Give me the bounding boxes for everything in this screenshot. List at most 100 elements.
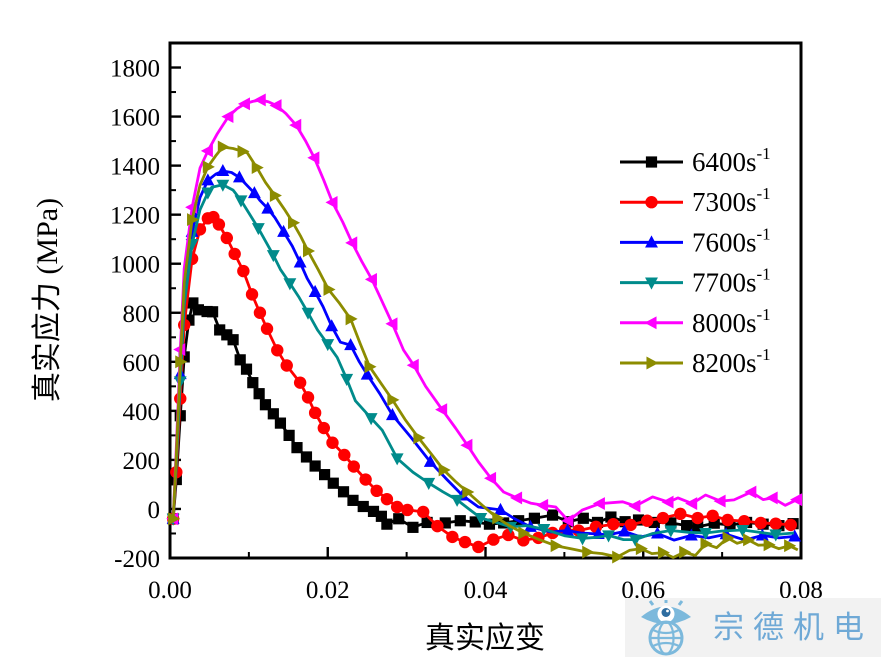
square-marker (665, 517, 677, 529)
circle-marker (253, 306, 267, 319)
triangle-down-marker (201, 187, 215, 200)
square-marker (469, 516, 481, 528)
circle-marker (380, 492, 394, 506)
globe-eye-icon (641, 599, 691, 655)
triangle-right-marker (251, 161, 264, 175)
circle-marker (738, 515, 751, 528)
triangle-right-marker (743, 533, 756, 547)
triangle-left-marker (510, 491, 523, 505)
triangle-up-marker (788, 529, 802, 542)
square-marker (178, 351, 190, 363)
square-marker (648, 516, 660, 529)
y-tick-label: 200 (123, 448, 161, 475)
square-marker (577, 512, 589, 524)
triangle-left-marker (744, 485, 757, 499)
circle-marker (721, 513, 734, 527)
y-tick-label: 0 (148, 497, 161, 524)
triangle-down-marker (537, 524, 551, 537)
triangle-right-marker (302, 244, 316, 258)
square-marker (421, 516, 433, 529)
square-marker (227, 334, 239, 346)
series-8000s (166, 93, 803, 528)
circle-marker (691, 511, 704, 525)
triangle-right-marker (635, 542, 648, 556)
triangle-right-marker (722, 531, 735, 545)
triangle-right-marker (462, 485, 475, 499)
triangle-up-marker (684, 528, 698, 541)
y-axis: -200 0 200 400 600 800 1000 1200 1400 1600 1800 (110, 56, 181, 573)
circle-marker (472, 540, 485, 554)
circle-marker (228, 247, 241, 261)
square-marker (605, 511, 617, 523)
series-8200s-markers (168, 140, 797, 564)
triangle-right-marker (550, 539, 563, 553)
triangle-right-marker (413, 431, 426, 445)
triangle-down-marker (422, 477, 436, 490)
triangle-left-marker (269, 99, 282, 112)
triangle-right-marker (438, 463, 451, 477)
square-marker (206, 306, 219, 318)
square-marker (337, 486, 350, 498)
circle-marker (308, 406, 322, 420)
triangle-right-marker (237, 144, 250, 158)
circle-marker (607, 517, 620, 531)
square-marker (247, 377, 259, 389)
triangle-left-marker (253, 93, 266, 107)
square-marker (393, 513, 405, 525)
triangle-right-marker (679, 545, 692, 559)
triangle-up-marker (232, 170, 246, 183)
legend-item-6400s: 6400s-1 (620, 144, 771, 177)
circle-marker (656, 511, 670, 525)
square-marker (367, 505, 380, 518)
square-marker (528, 512, 541, 524)
triangle-right-marker (202, 160, 215, 174)
triangle-up-marker (277, 224, 291, 237)
triangle-up-marker (617, 524, 631, 537)
square-marker (439, 517, 451, 529)
circle-marker (416, 505, 430, 519)
triangle-up-marker (216, 164, 230, 177)
legend-label: 6400s-1 (692, 144, 771, 177)
circle-marker (431, 519, 444, 533)
square-marker (454, 515, 466, 527)
circle-marker (370, 484, 383, 498)
triangle-left-marker (325, 195, 338, 209)
circle-marker (754, 516, 767, 530)
square-marker (327, 477, 339, 489)
y-tick-label: 1600 (110, 105, 160, 132)
y-tick-label: 400 (123, 399, 161, 426)
circle-marker (640, 514, 654, 527)
triangle-down-marker (628, 534, 642, 547)
circle-marker (338, 448, 351, 462)
triangle-down-marker (769, 529, 783, 542)
square-marker (632, 514, 645, 526)
watermark-text: 宗德机电 (713, 610, 873, 645)
y-tick-label: 1200 (110, 203, 160, 230)
triangle-down-marker (474, 512, 488, 526)
square-marker (267, 408, 279, 420)
triangle-up-marker (261, 201, 275, 214)
y-tick-label: -200 (114, 546, 160, 573)
series-7300s-markers (166, 210, 797, 554)
triangle-up-marker (755, 528, 769, 541)
circle-marker (245, 288, 259, 301)
triangle-down-marker (216, 179, 230, 192)
triangle-down-marker (736, 525, 750, 538)
triangle-left-marker (237, 97, 250, 111)
triangle-down-marker (234, 195, 248, 208)
triangle-right-marker (168, 512, 181, 526)
circle-marker (624, 518, 637, 532)
circle-marker (260, 322, 274, 335)
triangle-left-marker (661, 495, 674, 509)
triangle-right-marker (784, 539, 797, 553)
triangle-left-marker (385, 317, 398, 331)
legend-item-7600s: 7600s-1 (620, 224, 771, 257)
triangle-down-marker (664, 525, 678, 538)
triangle-up-marker (325, 319, 339, 332)
square-marker (291, 442, 303, 454)
triangle-down-marker (450, 494, 464, 507)
circle-marker (326, 436, 339, 449)
triangle-right-marker (288, 216, 301, 230)
series-8200s (168, 140, 799, 564)
